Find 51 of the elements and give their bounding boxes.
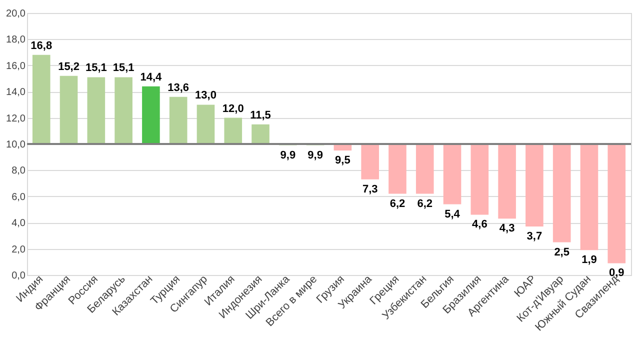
data-label: 5,4 [444,208,461,220]
data-label: 9,9 [280,149,296,162]
data-label: 16,8 [30,40,52,52]
data-label: 12,0 [222,102,244,115]
data-label: 4,3 [499,222,515,235]
data-label: 9,9 [308,149,323,162]
bar [416,144,434,194]
data-label: 3,7 [526,230,542,243]
bar [526,144,544,227]
data-label: 13,6 [168,82,190,94]
bar [87,77,106,144]
data-label: 1,9 [582,254,597,266]
data-label: 13,0 [195,90,216,102]
bar [196,104,215,144]
bar [142,86,160,144]
bar [608,144,626,264]
bar [169,96,188,144]
y-tick-label: 14,0 [6,87,26,98]
bar [114,77,132,144]
data-label: 2,5 [554,246,570,258]
bar [498,144,516,219]
bar [361,144,379,180]
y-tick-label: 18,0 [6,34,26,46]
bar [470,144,489,215]
bar [443,144,462,204]
bar [60,76,78,144]
data-label: 7,3 [362,183,378,196]
bar [552,144,571,242]
y-tick-label: 4,0 [12,218,26,230]
data-label: 6,2 [390,198,406,210]
bar [32,54,50,144]
bar [580,144,598,250]
y-tick-label: 20,0 [6,8,26,20]
bar [252,124,270,144]
y-tick-label: 2,0 [12,244,26,256]
data-label: 15,1 [112,62,134,74]
data-label: 14,4 [140,71,163,84]
y-tick-label: 10,0 [6,140,26,150]
y-tick-label: 6,0 [12,192,26,203]
y-tick-label: 8,0 [12,166,26,177]
y-tick-label: 16,0 [6,60,26,72]
data-label: 9,5 [335,154,350,167]
data-label: 15,2 [58,60,80,73]
data-label: 15,1 [85,62,107,74]
data-label: 0,9 [608,267,624,280]
data-label: 6,2 [417,198,433,210]
bar [388,144,406,194]
data-label: 11,5 [250,109,271,122]
data-label: 4,6 [472,218,488,231]
y-tick-label: 12,0 [6,113,26,124]
bar [224,118,242,144]
